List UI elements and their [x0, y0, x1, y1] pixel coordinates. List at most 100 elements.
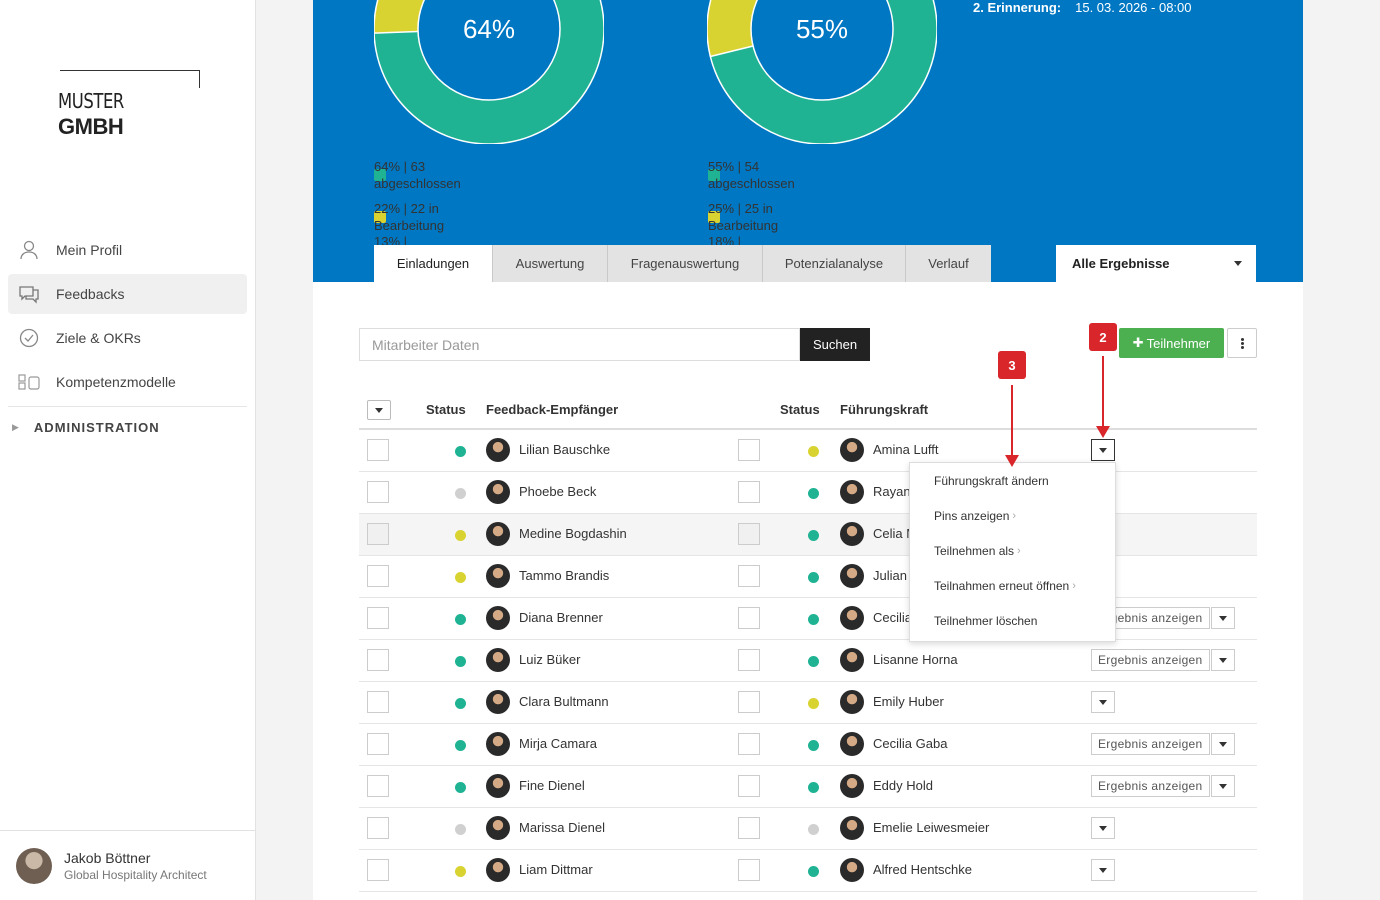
- tab-auswertung[interactable]: Auswertung: [493, 245, 608, 282]
- manager-name: Emelie Leiwesmeier: [873, 820, 990, 835]
- recipient-name: Medine Bogdashin: [519, 526, 627, 541]
- table-row[interactable]: Liam Dittmar Alfred Hentschke: [359, 850, 1257, 892]
- table-row[interactable]: Diana Brenner Cecilia Ergebnis anzeigen: [359, 598, 1257, 640]
- avatar: [486, 732, 510, 756]
- manager-status-dot: [808, 866, 819, 877]
- result-filter-select[interactable]: Alle Ergebnisse: [1056, 245, 1256, 282]
- table-row[interactable]: Mirja Camara Cecilia Gaba Ergebnis anzeige…: [359, 724, 1257, 766]
- tab-potenzialanalyse[interactable]: Potenzialanalyse: [763, 245, 906, 282]
- manager-status-dot: [808, 446, 819, 457]
- row-actions-dropdown[interactable]: [1211, 733, 1235, 755]
- menu-item-teilnehmer-löschen[interactable]: Teilnehmer löschen: [934, 613, 1038, 628]
- avatar: [486, 480, 510, 504]
- row-checkbox[interactable]: [367, 859, 389, 881]
- avatar: [840, 858, 864, 882]
- bulk-select-dropdown[interactable]: [367, 400, 391, 420]
- manager-checkbox[interactable]: [738, 565, 760, 587]
- admin-section-toggle[interactable]: ▶ ADMINISTRATION: [12, 419, 160, 435]
- donut-center: [417, 0, 561, 101]
- row-actions-dropdown[interactable]: [1211, 607, 1235, 629]
- status-dot: [455, 446, 466, 457]
- user-profile[interactable]: Jakob Böttner Global Hospitality Archite…: [0, 830, 255, 900]
- row-checkbox[interactable]: [367, 523, 389, 545]
- invitations-panel: Mitarbeiter Daten Suchen ✚ Teilnehmer Sta…: [313, 282, 1303, 900]
- nav-item-kompetenzmodelle[interactable]: Kompetenzmodelle: [8, 362, 247, 402]
- row-actions-dropdown[interactable]: [1091, 859, 1115, 881]
- table-row[interactable]: Medine Bogdashin Celia M: [359, 514, 1257, 556]
- row-checkbox[interactable]: [367, 481, 389, 503]
- menu-item-teilnahmen-erneut-öffnen[interactable]: Teilnahmen erneut öffnen ›: [934, 578, 1076, 593]
- manager-checkbox[interactable]: [738, 733, 760, 755]
- manager-checkbox[interactable]: [738, 523, 760, 545]
- tab-bar: Einladungen Auswertung Fragenauswertung …: [374, 245, 991, 282]
- show-result-button[interactable]: Ergebnis anzeigen: [1091, 775, 1210, 797]
- more-options-button[interactable]: [1227, 328, 1257, 358]
- donut-segment-abgeschlossen: [710, 0, 937, 144]
- check-circle-icon: [18, 327, 40, 349]
- manager-checkbox[interactable]: [738, 439, 760, 461]
- row-actions-dropdown[interactable]: [1091, 439, 1115, 461]
- table-row[interactable]: Tammo Brandis Julian S: [359, 556, 1257, 598]
- avatar: [486, 774, 510, 798]
- manager-status-dot: [808, 530, 819, 541]
- show-result-button[interactable]: Ergebnis anzeigen: [1091, 733, 1210, 755]
- menu-item-führungskraft-ändern[interactable]: Führungskraft ändern: [934, 473, 1049, 488]
- manager-checkbox[interactable]: [738, 691, 760, 713]
- company-logo[interactable]: MUSTERGMBH: [58, 70, 200, 140]
- row-actions-dropdown[interactable]: [1091, 817, 1115, 839]
- add-participant-button[interactable]: ✚ Teilnehmer: [1119, 328, 1224, 358]
- menu-item-pins-anzeigen[interactable]: Pins anzeigen ›: [934, 508, 1017, 523]
- donut-separator: [710, 45, 754, 58]
- chevron-down-icon: [1234, 261, 1242, 266]
- menu-item-teilnehmen-als[interactable]: Teilnehmen als ›: [934, 543, 1021, 558]
- table-row[interactable]: Phoebe Beck Rayan: [359, 472, 1257, 514]
- status-dot: [455, 866, 466, 877]
- row-actions-dropdown[interactable]: [1211, 649, 1235, 671]
- search-button[interactable]: Suchen: [800, 328, 870, 361]
- table-row[interactable]: Fine Dienel Eddy Hold Ergebnis anzeigen: [359, 766, 1257, 808]
- avatar: [486, 690, 510, 714]
- avatar: [840, 438, 864, 462]
- search-input[interactable]: Mitarbeiter Daten: [359, 328, 800, 361]
- row-checkbox[interactable]: [367, 691, 389, 713]
- row-checkbox[interactable]: [367, 733, 389, 755]
- avatar: [16, 847, 52, 884]
- table-row[interactable]: Clara Bultmann Emily Huber: [359, 682, 1257, 724]
- tab-verlauf[interactable]: Verlauf: [906, 245, 991, 282]
- avatar: [840, 522, 864, 546]
- tab-fragenauswertung[interactable]: Fragenauswertung: [608, 245, 763, 282]
- tab-einladungen[interactable]: Einladungen: [374, 245, 493, 282]
- manager-checkbox[interactable]: [738, 859, 760, 881]
- table-row[interactable]: Luiz Büker Lisanne Horna Ergebnis anzeigen: [359, 640, 1257, 682]
- row-checkbox[interactable]: [367, 607, 389, 629]
- chevron-down-icon: [1219, 615, 1227, 621]
- show-result-button[interactable]: Ergebnis anzeigen: [1091, 649, 1210, 671]
- row-actions-dropdown[interactable]: [1211, 775, 1235, 797]
- manager-status-dot: [808, 698, 819, 709]
- table-row[interactable]: Lilian Bauschke Amina Lufft: [359, 430, 1257, 472]
- table-row[interactable]: Marissa Dienel Emelie Leiwesmeier: [359, 808, 1257, 850]
- status-dot: [455, 614, 466, 625]
- manager-name: Cecilia: [873, 610, 913, 625]
- nav-item-ziele-okrs[interactable]: Ziele & OKRs: [8, 318, 247, 358]
- manager-name: Celia M: [873, 526, 918, 541]
- donut-separator: [374, 30, 419, 34]
- nav-item-mein-profil[interactable]: Mein Profil: [8, 230, 247, 270]
- header-manager: Führungskraft: [840, 402, 929, 417]
- nav-item-feedbacks[interactable]: Feedbacks: [8, 274, 247, 314]
- row-checkbox[interactable]: [367, 439, 389, 461]
- model-icon: [18, 371, 40, 393]
- show-result-button[interactable]: Ergebnis anzeigen: [1091, 607, 1210, 629]
- manager-checkbox[interactable]: [738, 481, 760, 503]
- row-checkbox[interactable]: [367, 817, 389, 839]
- avatar: [840, 606, 864, 630]
- manager-checkbox[interactable]: [738, 607, 760, 629]
- manager-checkbox[interactable]: [738, 817, 760, 839]
- row-checkbox[interactable]: [367, 565, 389, 587]
- manager-checkbox[interactable]: [738, 649, 760, 671]
- manager-checkbox[interactable]: [738, 775, 760, 797]
- row-checkbox[interactable]: [367, 775, 389, 797]
- row-actions-dropdown[interactable]: [1091, 691, 1115, 713]
- row-checkbox[interactable]: [367, 649, 389, 671]
- recipient-name: Clara Bultmann: [519, 694, 609, 709]
